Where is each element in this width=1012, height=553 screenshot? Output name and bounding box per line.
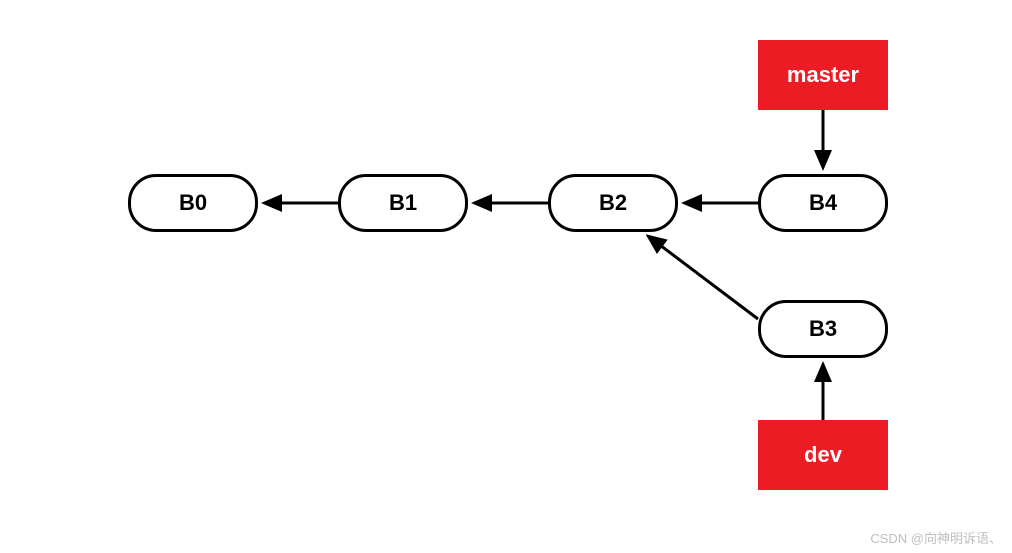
commit-label: B0 — [179, 190, 207, 216]
branch-label-dev: dev — [758, 420, 888, 490]
branch-text: master — [787, 62, 859, 88]
commit-node-b1: B1 — [338, 174, 468, 232]
commit-label: B2 — [599, 190, 627, 216]
commit-label: B4 — [809, 190, 837, 216]
commit-node-b3: B3 — [758, 300, 888, 358]
branch-label-master: master — [758, 40, 888, 110]
branch-text: dev — [804, 442, 842, 468]
edge-B3-to-B2 — [648, 236, 758, 319]
commit-node-b4: B4 — [758, 174, 888, 232]
commit-label: B1 — [389, 190, 417, 216]
commit-node-b0: B0 — [128, 174, 258, 232]
commit-label: B3 — [809, 316, 837, 342]
watermark-text: CSDN @向神明诉语、 — [870, 528, 1002, 547]
commit-node-b2: B2 — [548, 174, 678, 232]
